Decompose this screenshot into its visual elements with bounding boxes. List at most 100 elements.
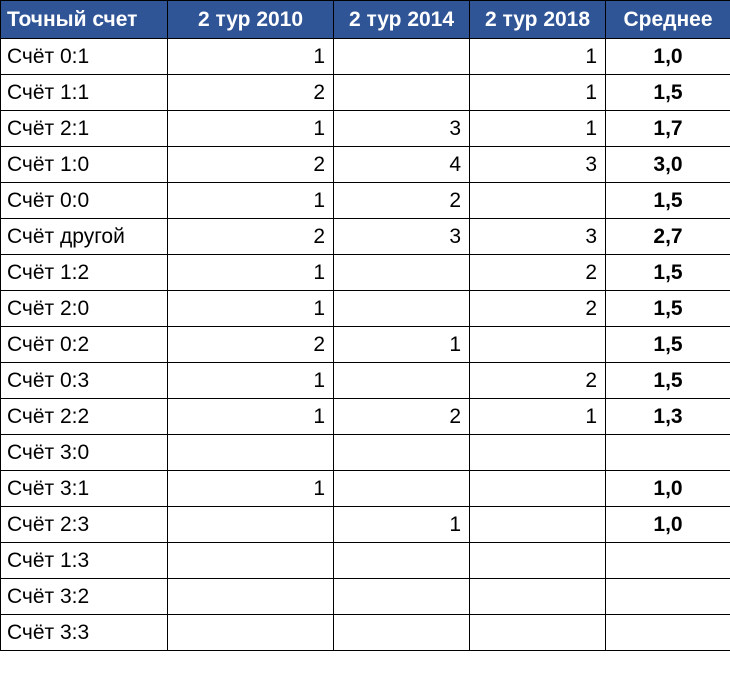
table-cell: 4 <box>333 146 470 183</box>
table-row: Счёт 0:3 1 2 1,5 <box>0 362 730 399</box>
row-label: Счёт другой <box>0 218 168 255</box>
table-cell: 2 <box>333 398 470 435</box>
table-row: Счёт 2:3 1 1,0 <box>0 506 730 543</box>
table-cell <box>605 542 730 579</box>
table-cell: 1 <box>469 38 606 75</box>
row-label: Счёт 3:2 <box>0 578 168 615</box>
table-cell <box>469 578 606 615</box>
row-label: Счёт 2:0 <box>0 290 168 327</box>
table-cell <box>333 542 470 579</box>
row-label: Счёт 2:2 <box>0 398 168 435</box>
table-cell: 1 <box>333 326 470 363</box>
table-row: Счёт 3:1 1 1,0 <box>0 470 730 507</box>
table-cell: 1,5 <box>605 182 730 219</box>
header-cell: 2 тур 2018 <box>469 0 606 39</box>
row-label: Счёт 0:2 <box>0 326 168 363</box>
table-cell <box>469 506 606 543</box>
table-cell <box>333 254 470 291</box>
table-cell: 1,5 <box>605 290 730 327</box>
table-cell: 1,5 <box>605 254 730 291</box>
table-cell <box>605 614 730 651</box>
table-row: Счёт 0:1 1 1 1,0 <box>0 38 730 75</box>
table-row: Счёт 2:0 1 2 1,5 <box>0 290 730 327</box>
table-cell <box>167 578 334 615</box>
table-cell: 1,0 <box>605 470 730 507</box>
table-cell: 1,5 <box>605 362 730 399</box>
table-row: Счёт другой 2 3 3 2,7 <box>0 218 730 255</box>
table-cell: 1,7 <box>605 110 730 147</box>
header-cell: 2 тур 2010 <box>167 0 334 39</box>
table-cell: 2 <box>469 254 606 291</box>
table-cell: 3,0 <box>605 146 730 183</box>
table-cell <box>469 434 606 471</box>
table-cell: 2 <box>167 326 334 363</box>
table-cell <box>333 434 470 471</box>
table-row: Счёт 1:2 1 2 1,5 <box>0 254 730 291</box>
row-label: Счёт 1:0 <box>0 146 168 183</box>
table-cell <box>333 38 470 75</box>
table-cell: 3 <box>469 146 606 183</box>
table-row: Счёт 3:2 <box>0 578 730 615</box>
row-label: Счёт 3:3 <box>0 614 168 651</box>
table-cell: 2 <box>167 146 334 183</box>
table-cell: 2 <box>167 74 334 111</box>
table-cell <box>167 506 334 543</box>
table-cell <box>167 434 334 471</box>
table-cell: 1 <box>167 470 334 507</box>
table-cell: 1 <box>167 38 334 75</box>
table-cell <box>469 614 606 651</box>
row-label: Счёт 2:3 <box>0 506 168 543</box>
table-cell <box>333 470 470 507</box>
table-body: Счёт 0:1 1 1 1,0 Счёт 1:1 2 1 1,5 Счёт 2:1 1 3 1 1,7… <box>0 38 730 651</box>
row-label: Счёт 1:2 <box>0 254 168 291</box>
row-label: Счёт 3:0 <box>0 434 168 471</box>
table-cell: 3 <box>333 218 470 255</box>
table-row: Счёт 2:1 1 3 1 1,7 <box>0 110 730 147</box>
table-cell <box>167 614 334 651</box>
table-cell: 3 <box>333 110 470 147</box>
table-cell: 3 <box>469 218 606 255</box>
table-cell: 1,5 <box>605 326 730 363</box>
table-cell: 1 <box>469 110 606 147</box>
table-cell: 1 <box>167 398 334 435</box>
row-label: Счёт 3:1 <box>0 470 168 507</box>
table-row: Счёт 3:0 <box>0 434 730 471</box>
table-row: Счёт 1:1 2 1 1,5 <box>0 74 730 111</box>
table-cell <box>469 182 606 219</box>
table-row: Счёт 0:2 2 1 1,5 <box>0 326 730 363</box>
table-row: Счёт 0:0 1 2 1,5 <box>0 182 730 219</box>
score-table: Точный счет 2 тур 2010 2 тур 2014 2 тур 201… <box>0 0 730 651</box>
table-cell: 1,0 <box>605 38 730 75</box>
table-cell <box>333 614 470 651</box>
table-cell: 2 <box>469 290 606 327</box>
table-cell: 2 <box>469 362 606 399</box>
table-cell <box>605 578 730 615</box>
row-label: Счёт 0:3 <box>0 362 168 399</box>
table-cell: 2 <box>167 218 334 255</box>
row-label: Счёт 1:3 <box>0 542 168 579</box>
header-row: Точный счет 2 тур 2010 2 тур 2014 2 тур 201… <box>0 0 730 39</box>
table-cell <box>469 542 606 579</box>
table-row: Счёт 1:0 2 4 3 3,0 <box>0 146 730 183</box>
table-cell: 1 <box>167 254 334 291</box>
table-cell: 1,3 <box>605 398 730 435</box>
row-label: Счёт 2:1 <box>0 110 168 147</box>
table-row: Счёт 1:3 <box>0 542 730 579</box>
row-label: Счёт 0:0 <box>0 182 168 219</box>
header-cell: Точный счет <box>0 0 168 39</box>
table-row: Счёт 2:2 1 2 1 1,3 <box>0 398 730 435</box>
header-cell: Среднее <box>605 0 730 39</box>
row-label: Счёт 1:1 <box>0 74 168 111</box>
table-cell <box>333 290 470 327</box>
table-cell <box>167 542 334 579</box>
table-cell: 1,0 <box>605 506 730 543</box>
table-cell: 1 <box>167 110 334 147</box>
table-cell: 2 <box>333 182 470 219</box>
table-cell <box>333 362 470 399</box>
table-row: Счёт 3:3 <box>0 614 730 651</box>
table-cell <box>333 74 470 111</box>
table-cell: 1 <box>167 290 334 327</box>
table-cell: 1,5 <box>605 74 730 111</box>
table-cell: 1 <box>469 74 606 111</box>
table-cell: 1 <box>167 362 334 399</box>
